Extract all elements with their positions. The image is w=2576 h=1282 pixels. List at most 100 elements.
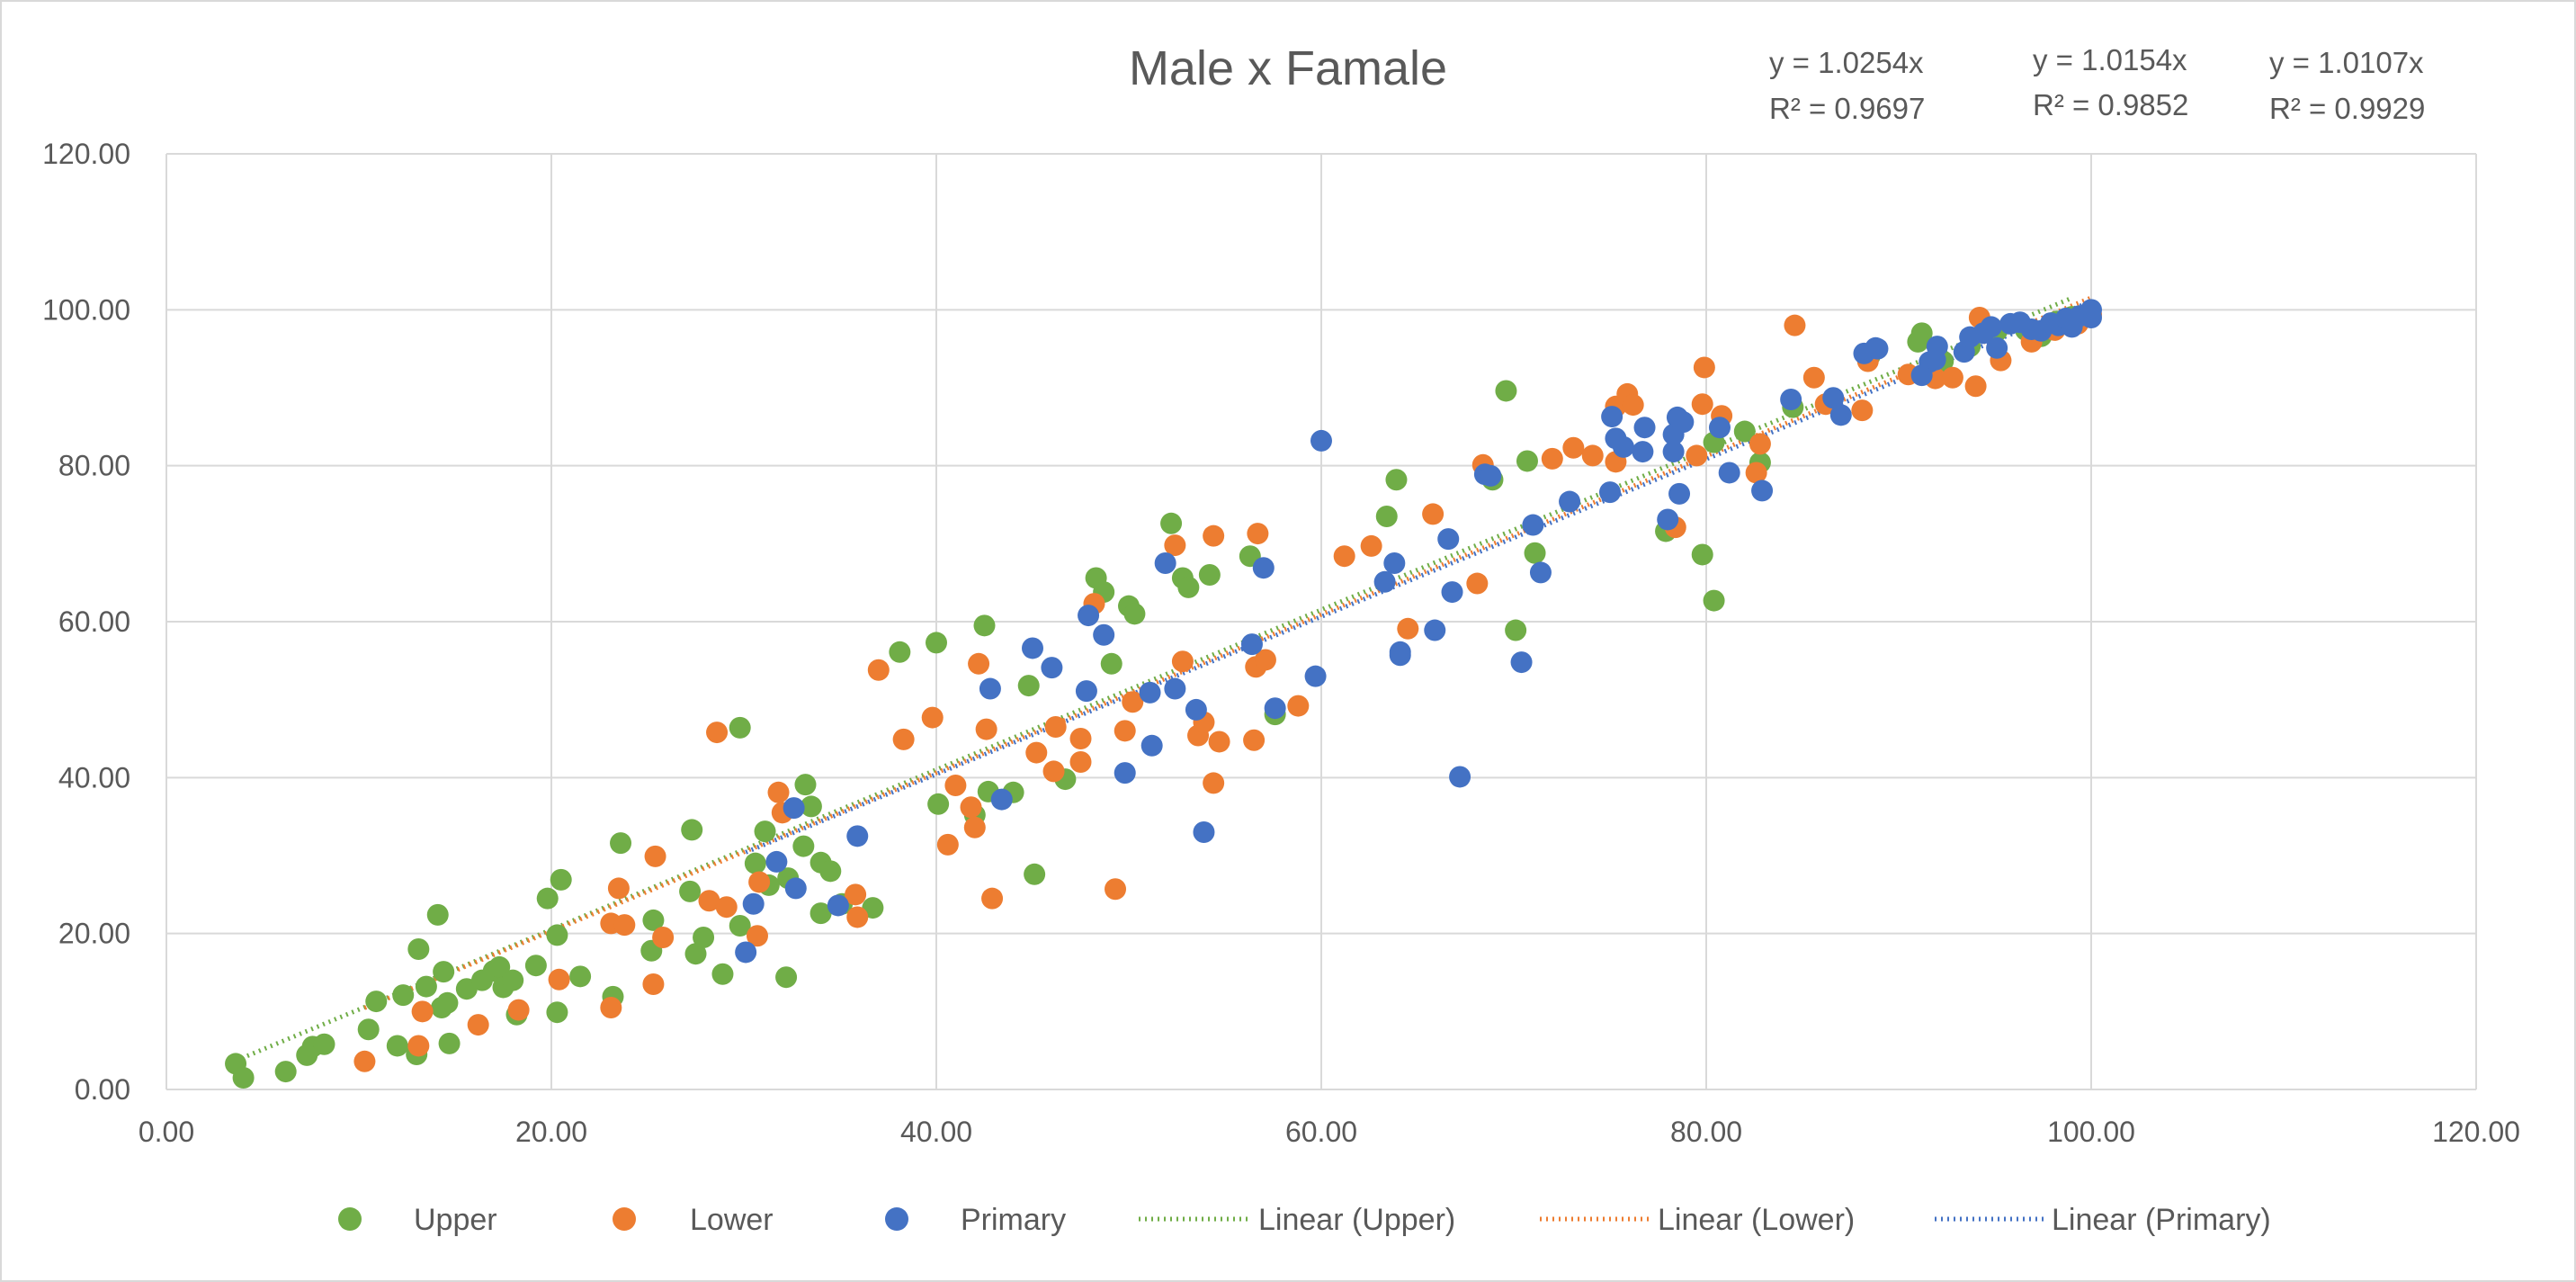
point-upper: [386, 1035, 408, 1057]
point-lower: [867, 659, 890, 681]
point-primary: [1093, 623, 1115, 646]
point-upper: [711, 963, 734, 985]
point-lower: [892, 728, 915, 750]
point-primary: [1926, 336, 1948, 358]
point-upper: [550, 868, 572, 891]
point-upper: [438, 1032, 461, 1054]
point-upper: [800, 795, 822, 818]
point-primary: [827, 894, 849, 917]
x-tick-label: 0.00: [139, 1116, 194, 1148]
trendline-lower: [363, 295, 2092, 1010]
point-upper: [819, 860, 842, 883]
trendline-equation-2: y = 1.0154x: [2033, 43, 2187, 76]
point-primary: [1632, 441, 1654, 463]
trendline-equation-1: y = 1.0254x: [1769, 46, 1924, 79]
legend-label-linear-upper: Linear (Upper): [1258, 1203, 1455, 1237]
point-lower: [467, 1014, 489, 1036]
point-lower: [644, 845, 666, 867]
point-lower: [1693, 356, 1715, 379]
point-primary: [1601, 406, 1623, 428]
point-upper: [313, 1033, 335, 1055]
point-primary: [1612, 435, 1634, 458]
point-primary: [1185, 698, 1207, 721]
point-upper: [1017, 675, 1040, 697]
point-primary: [1599, 481, 1621, 504]
point-upper: [684, 943, 707, 965]
point-primary: [742, 892, 765, 915]
legend-marker-primary: [885, 1207, 908, 1231]
point-primary: [1522, 514, 1544, 536]
point-primary: [979, 677, 1001, 700]
point-primary: [1264, 697, 1286, 720]
tick-labels: 0.00 20.00 40.00 60.00 80.00 100.00 120.00 0.00…: [42, 138, 2520, 1148]
y-tick-label: 100.00: [42, 293, 130, 326]
point-primary: [1383, 552, 1406, 574]
point-primary: [1441, 581, 1463, 604]
point-primary: [1980, 316, 2002, 338]
trendline-equation-3: y = 1.0107x: [2269, 46, 2424, 79]
x-tick-label: 120.00: [2432, 1116, 2520, 1148]
trendlines: [235, 295, 2092, 1063]
point-primary: [1780, 389, 1802, 410]
point-lower: [715, 896, 738, 919]
point-upper: [693, 927, 715, 948]
point-primary: [2080, 299, 2102, 321]
point-lower: [767, 781, 790, 803]
point-lower: [1941, 366, 1963, 389]
point-lower: [1105, 878, 1127, 901]
point-lower: [642, 973, 665, 995]
point-lower: [1243, 729, 1266, 751]
point-upper: [1385, 469, 1408, 491]
point-primary: [1140, 734, 1163, 757]
point-primary: [1829, 404, 1852, 426]
series-primary: [735, 299, 2102, 964]
point-upper: [775, 966, 798, 989]
x-tick-label: 20.00: [515, 1116, 587, 1148]
point-lower: [407, 1035, 430, 1057]
point-lower: [1069, 751, 1092, 773]
point-upper: [546, 924, 568, 946]
point-primary: [1139, 681, 1161, 704]
y-tick-label: 40.00: [58, 761, 130, 793]
point-primary: [1751, 480, 1774, 502]
y-tick-label: 0.00: [75, 1073, 130, 1106]
point-upper: [889, 641, 911, 663]
point-upper: [729, 915, 751, 937]
point-upper: [1910, 322, 1933, 345]
point-upper: [524, 955, 547, 977]
point-upper: [392, 984, 415, 1007]
point-upper: [407, 938, 430, 960]
point-upper: [1177, 576, 1200, 598]
legend-label-linear-primary: Linear (Primary): [2052, 1203, 2271, 1237]
point-upper: [1703, 589, 1725, 612]
point-primary: [735, 941, 757, 964]
point-upper: [744, 852, 766, 874]
point-primary: [1718, 462, 1740, 484]
point-primary: [1449, 766, 1471, 788]
point-upper: [1160, 512, 1183, 534]
point-upper: [679, 880, 702, 902]
point-upper: [1198, 564, 1221, 586]
point-upper: [365, 991, 388, 1013]
point-primary: [1437, 528, 1460, 551]
point-lower: [748, 871, 771, 893]
data-points: [225, 299, 2102, 1089]
legend-label-primary: Primary: [961, 1203, 1066, 1237]
point-upper: [729, 716, 751, 739]
point-lower: [960, 796, 982, 819]
point-lower: [1541, 447, 1563, 470]
point-upper: [754, 820, 776, 843]
point-upper: [232, 1067, 255, 1089]
point-primary: [783, 797, 805, 820]
point-upper: [536, 887, 559, 910]
point-upper: [1691, 543, 1713, 566]
y-tick-label: 20.00: [58, 918, 130, 950]
point-lower: [1784, 314, 1806, 336]
point-upper: [426, 903, 449, 926]
legend-label-lower: Lower: [690, 1203, 774, 1237]
point-primary: [1310, 429, 1332, 452]
point-lower: [607, 877, 630, 900]
point-lower: [548, 968, 570, 991]
point-primary: [1373, 570, 1396, 593]
